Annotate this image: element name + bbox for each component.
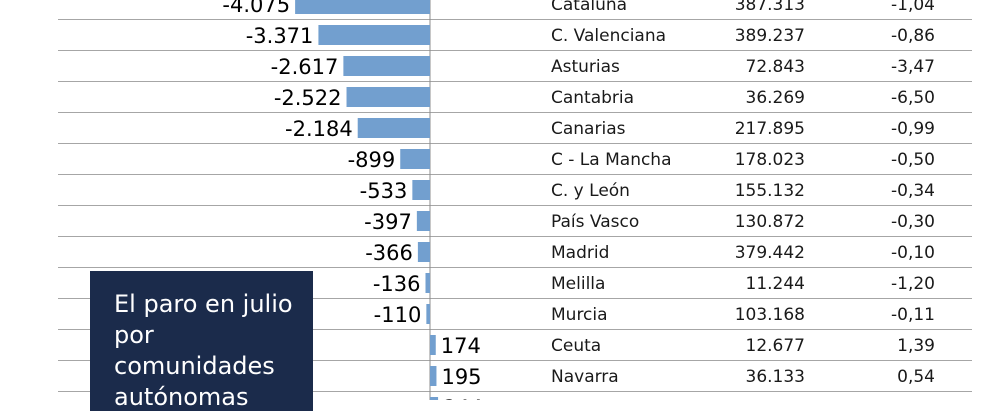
- region-label: Asturias: [551, 57, 620, 77]
- bar-value-label: -397: [364, 210, 412, 234]
- bar: [416, 211, 430, 231]
- pct-change-label: -0,10: [891, 243, 935, 263]
- region-label: Cantabria: [551, 88, 634, 108]
- bar-value-label: -533: [360, 179, 408, 203]
- region-label: Melilla: [551, 274, 605, 294]
- region-label: C. y León: [551, 181, 630, 201]
- chart-title-box: El paro en julio por comunidades autónom…: [90, 271, 313, 411]
- bar-value-label: 244: [443, 396, 483, 400]
- bar: [412, 180, 430, 200]
- bar-value-label: -4.075: [222, 0, 290, 17]
- region-label: Murcia: [551, 305, 608, 325]
- bar: [425, 273, 430, 293]
- bar-value-label: -136: [373, 272, 421, 296]
- total-unemployed-label: 12.677: [746, 336, 805, 356]
- total-unemployed-label: 103.168: [735, 305, 805, 325]
- bar-value-label: 195: [441, 365, 481, 389]
- bar: [417, 242, 430, 262]
- total-unemployed-label: 379.442: [735, 243, 805, 263]
- bar: [430, 335, 436, 355]
- total-unemployed-label: 72.843: [746, 57, 805, 77]
- region-label: País Vasco: [551, 212, 639, 232]
- total-unemployed-label: 217.895: [735, 119, 805, 139]
- bar: [357, 118, 430, 138]
- pct-change-label: 0,54: [897, 367, 935, 387]
- bar-value-label: -2.184: [285, 117, 353, 141]
- pct-change-label: 1,39: [897, 336, 935, 356]
- total-unemployed-label: 11.244: [746, 274, 805, 294]
- region-label: Canarias: [551, 119, 626, 139]
- bar-value-label: 174: [441, 334, 481, 358]
- region-label: Navarra: [551, 367, 619, 387]
- total-unemployed-label: 389.237: [735, 26, 805, 46]
- bar-value-label: -2.617: [271, 55, 339, 79]
- bar-value-label: -899: [348, 148, 396, 172]
- pct-change-label: -0,50: [891, 150, 935, 170]
- region-label: Madrid: [551, 243, 609, 263]
- region-label: C. Valenciana: [551, 26, 666, 46]
- pct-change-label: -0,86: [891, 26, 935, 46]
- pct-change-label: -0,99: [891, 119, 935, 139]
- total-unemployed-label: 178.023: [735, 150, 805, 170]
- bar-value-label: -110: [374, 303, 422, 327]
- total-unemployed-label: 155.132: [735, 181, 805, 201]
- bar: [318, 25, 430, 45]
- bar: [430, 366, 437, 386]
- bar: [295, 0, 430, 14]
- region-label: C - La Mancha: [551, 150, 672, 170]
- pct-change-label: -0,30: [891, 212, 935, 232]
- pct-change-label: -1,04: [891, 0, 935, 15]
- bar: [400, 149, 430, 169]
- bar-value-label: -2.522: [274, 86, 342, 110]
- region-label: Cataluña: [551, 0, 627, 15]
- bar-value-label: -366: [365, 241, 413, 265]
- pct-change-label: -3,47: [891, 57, 935, 77]
- bar: [430, 397, 439, 400]
- chart-title: El paro en julio por comunidades autónom…: [114, 290, 293, 411]
- total-unemployed-label: 130.872: [735, 212, 805, 232]
- bar: [346, 87, 430, 107]
- pct-change-label: -6,50: [891, 88, 935, 108]
- pct-change-label: -0,11: [891, 305, 935, 325]
- total-unemployed-label: 36.133: [746, 367, 805, 387]
- pct-change-label: -1,20: [891, 274, 935, 294]
- total-unemployed-label: 387.313: [735, 0, 805, 15]
- bar: [343, 56, 430, 76]
- region-label: Ceuta: [551, 336, 601, 356]
- total-unemployed-label: 36.269: [746, 88, 805, 108]
- bar: [426, 304, 430, 324]
- bar-value-label: -3.371: [246, 24, 314, 48]
- pct-change-label: -0,34: [891, 181, 935, 201]
